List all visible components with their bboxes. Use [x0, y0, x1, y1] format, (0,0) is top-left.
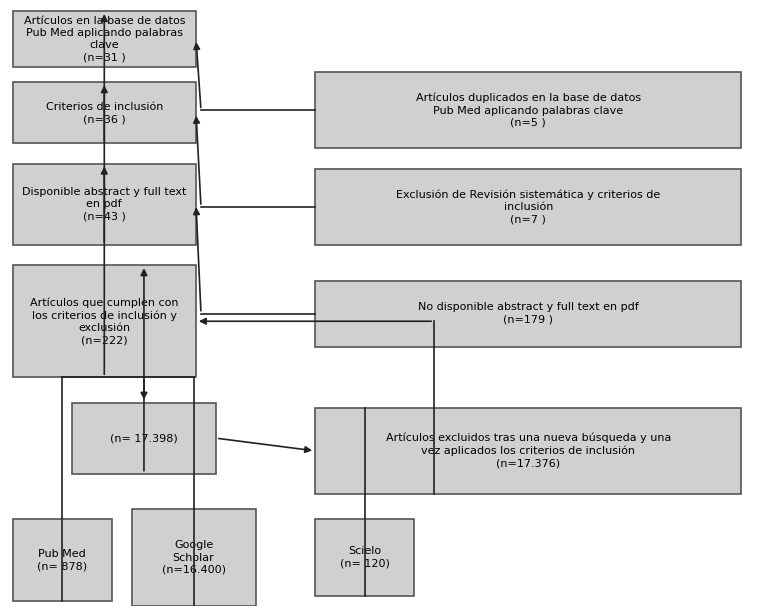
Text: Artículos duplicados en la base de datos
Pub Med aplicando palabras clave
(n=5 ): Artículos duplicados en la base de datos…	[416, 92, 641, 128]
FancyBboxPatch shape	[315, 520, 414, 595]
FancyBboxPatch shape	[315, 169, 742, 245]
FancyBboxPatch shape	[315, 280, 742, 346]
Text: Pub Med
(n= 878): Pub Med (n= 878)	[37, 549, 87, 572]
Text: (n= 17.398): (n= 17.398)	[110, 433, 178, 443]
Text: No disponible abstract y full text en pdf
(n=179 ): No disponible abstract y full text en pd…	[418, 302, 638, 325]
FancyBboxPatch shape	[315, 72, 742, 149]
FancyBboxPatch shape	[315, 408, 742, 494]
Text: Disponible abstract y full text
en pdf
(n=43 ): Disponible abstract y full text en pdf (…	[22, 187, 187, 222]
FancyBboxPatch shape	[131, 509, 256, 606]
Text: Scielo
(n= 120): Scielo (n= 120)	[340, 547, 389, 569]
FancyBboxPatch shape	[13, 520, 112, 601]
Text: Exclusión de Revisión sistemática y criterios de
inclusión
(n=7 ): Exclusión de Revisión sistemática y crit…	[396, 189, 660, 225]
FancyBboxPatch shape	[13, 163, 196, 245]
FancyBboxPatch shape	[13, 11, 196, 67]
Text: Artículos en la base de datos
Pub Med aplicando palabras
clave
(n=31 ): Artículos en la base de datos Pub Med ap…	[24, 15, 185, 63]
FancyBboxPatch shape	[72, 403, 216, 474]
Text: Criterios de inclusión
(n=36 ): Criterios de inclusión (n=36 )	[46, 102, 163, 124]
Text: Google
Scholar
(n=16.400): Google Scholar (n=16.400)	[162, 540, 225, 575]
FancyBboxPatch shape	[13, 83, 196, 143]
Text: Artículos excluidos tras una nueva búsqueda y una
vez aplicados los criterios de: Artículos excluidos tras una nueva búsqu…	[386, 433, 671, 469]
FancyBboxPatch shape	[13, 266, 196, 377]
Text: Artículos que cumplen con
los criterios de inclusión y
exclusión
(n=222): Artículos que cumplen con los criterios …	[30, 297, 178, 345]
